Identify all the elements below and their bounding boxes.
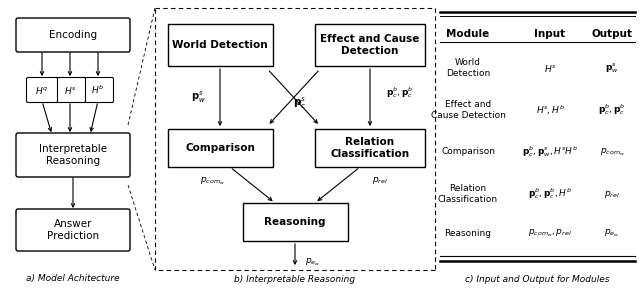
Text: Reasoning: Reasoning (445, 229, 492, 238)
Text: $\mathbf{p}_c^s$: $\mathbf{p}_c^s$ (293, 95, 307, 111)
Text: Answer
Prediction: Answer Prediction (47, 219, 99, 241)
FancyBboxPatch shape (16, 18, 130, 52)
Text: World Detection: World Detection (172, 40, 268, 50)
Text: $H^s$: $H^s$ (543, 62, 556, 73)
FancyBboxPatch shape (243, 203, 348, 241)
Text: $p_{e_w}$: $p_{e_w}$ (305, 256, 321, 268)
Text: $\mathbf{p}_w^s$: $\mathbf{p}_w^s$ (191, 90, 205, 105)
Text: Relation
Classification: Relation Classification (330, 137, 410, 159)
Text: a) Model Achitecture: a) Model Achitecture (26, 273, 120, 283)
FancyBboxPatch shape (16, 133, 130, 177)
FancyBboxPatch shape (83, 77, 113, 103)
Text: $H^b$: $H^b$ (92, 84, 104, 96)
Text: $H^s, H^b$: $H^s, H^b$ (536, 103, 564, 117)
Text: $p_{e_w}$: $p_{e_w}$ (604, 227, 620, 239)
Text: $\mathbf{p}_c^b, \mathbf{p}_c^b, H^b$: $\mathbf{p}_c^b, \mathbf{p}_c^b, H^b$ (528, 187, 572, 201)
Text: $\mathbf{p}_c^b, \mathbf{p}_w^s, H^sH^b$: $\mathbf{p}_c^b, \mathbf{p}_w^s, H^sH^b$ (522, 144, 578, 160)
Text: $p_{com_w}, p_{rel}$: $p_{com_w}, p_{rel}$ (528, 227, 572, 239)
FancyBboxPatch shape (16, 209, 130, 251)
Text: Effect and Cause
Detection: Effect and Cause Detection (320, 34, 420, 56)
Text: Comparison: Comparison (185, 143, 255, 153)
Text: Effect and
Cause Detection: Effect and Cause Detection (431, 100, 506, 120)
Text: Output: Output (591, 29, 632, 39)
Text: $p_{com_w}$: $p_{com_w}$ (200, 175, 225, 187)
Text: Interpretable
Reasoning: Interpretable Reasoning (39, 144, 107, 166)
Text: $p_{rel}$: $p_{rel}$ (372, 175, 388, 186)
Text: Reasoning: Reasoning (264, 217, 326, 227)
Text: Module: Module (446, 29, 490, 39)
Text: $H^s$: $H^s$ (63, 84, 76, 95)
FancyBboxPatch shape (54, 77, 86, 103)
Text: Input: Input (534, 29, 566, 39)
FancyBboxPatch shape (26, 77, 58, 103)
Text: World
Detection: World Detection (446, 58, 490, 78)
FancyBboxPatch shape (168, 129, 273, 167)
Text: $p_{com_w}$: $p_{com_w}$ (600, 146, 625, 158)
Text: $\mathbf{p}_c^b, \mathbf{p}_c^b$: $\mathbf{p}_c^b, \mathbf{p}_c^b$ (598, 103, 626, 117)
Text: $p_{rel}$: $p_{rel}$ (604, 188, 620, 199)
Text: Relation
Classification: Relation Classification (438, 184, 498, 204)
Text: Comparison: Comparison (441, 147, 495, 157)
FancyBboxPatch shape (315, 129, 425, 167)
FancyBboxPatch shape (315, 24, 425, 66)
Text: $\mathbf{p}_w^s$: $\mathbf{p}_w^s$ (605, 61, 619, 75)
FancyBboxPatch shape (168, 24, 273, 66)
Text: b) Interpretable Reasoning: b) Interpretable Reasoning (234, 275, 356, 284)
Text: $H^q$: $H^q$ (35, 84, 49, 95)
Text: $\mathbf{p}_c^b, \mathbf{p}_c^b$: $\mathbf{p}_c^b, \mathbf{p}_c^b$ (386, 85, 414, 100)
Text: Encoding: Encoding (49, 30, 97, 40)
Text: c) Input and Output for Modules: c) Input and Output for Modules (465, 275, 609, 284)
